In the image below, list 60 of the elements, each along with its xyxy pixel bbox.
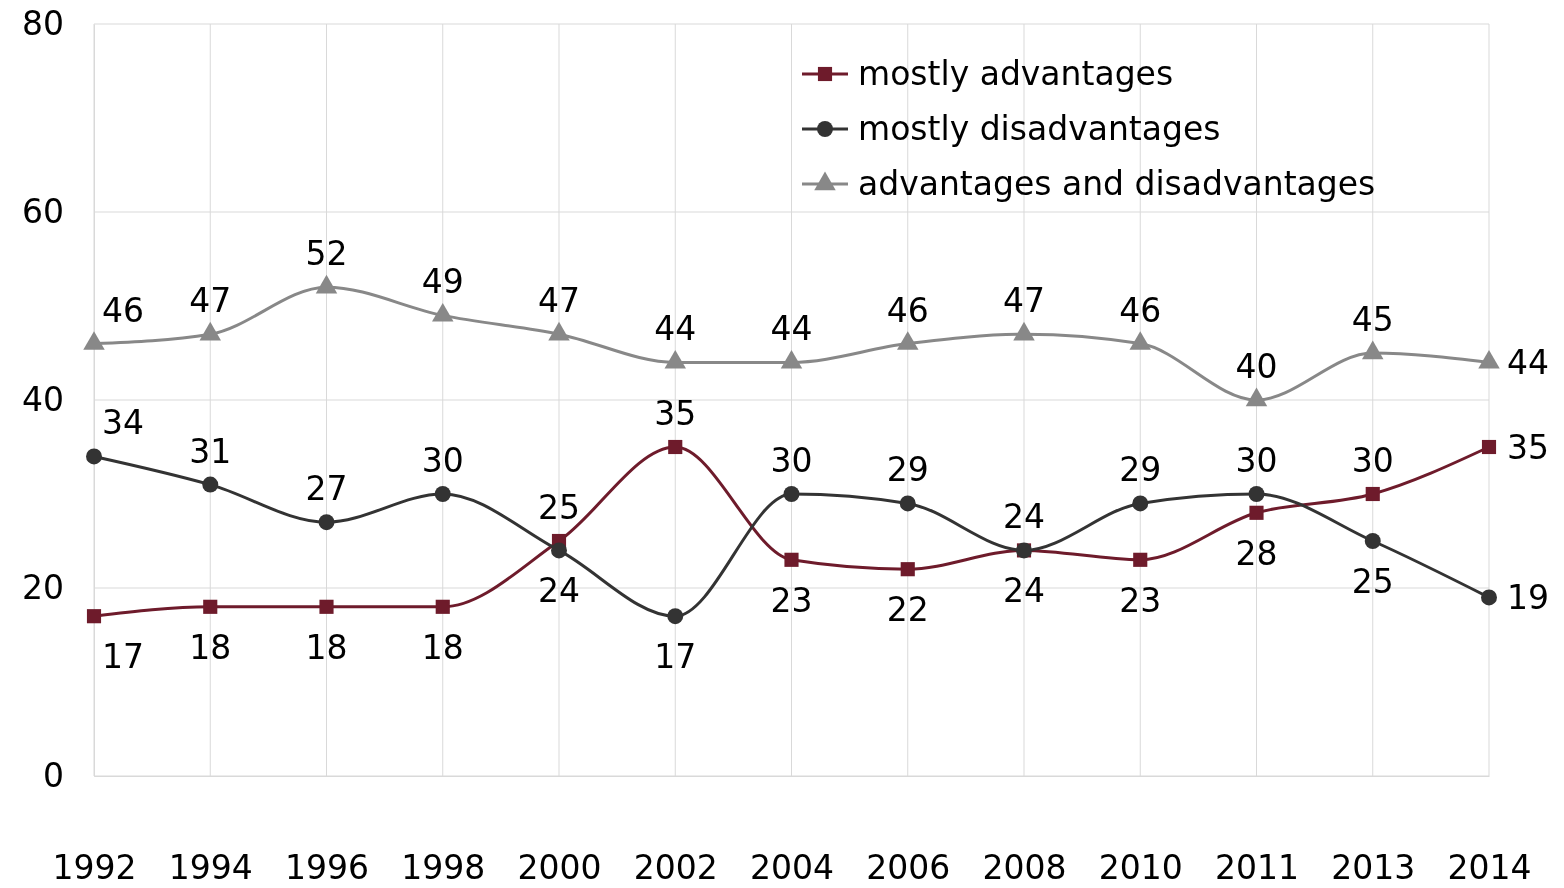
data-label: 27 bbox=[305, 469, 348, 509]
y-tick-label: 0 bbox=[43, 756, 64, 796]
x-tick-label: 2011 bbox=[1215, 848, 1299, 888]
x-tick-label: 2013 bbox=[1331, 848, 1416, 888]
data-label: 35 bbox=[1507, 428, 1549, 467]
x-tick-label: 1998 bbox=[401, 848, 486, 888]
data-label: 47 bbox=[189, 281, 232, 321]
data-label: 18 bbox=[421, 627, 464, 667]
x-tick-label: 2002 bbox=[633, 848, 718, 888]
x-tick-label: 1994 bbox=[168, 848, 253, 888]
x-tick-label: 1996 bbox=[285, 848, 369, 888]
data-label: 49 bbox=[421, 262, 464, 302]
x-tick-label: 2006 bbox=[866, 848, 951, 888]
data-label: 18 bbox=[305, 627, 348, 667]
data-label: 30 bbox=[1351, 441, 1394, 480]
data-label: 46 bbox=[1119, 290, 1162, 330]
data-label: 22 bbox=[886, 590, 929, 630]
data-label: 52 bbox=[305, 234, 348, 274]
data-label: 17 bbox=[654, 637, 697, 677]
data-label: 30 bbox=[770, 441, 813, 480]
data-label: 44 bbox=[1507, 343, 1549, 383]
legend-label: mostly advantages bbox=[858, 54, 1174, 93]
x-tick-label: 2000 bbox=[517, 848, 602, 888]
y-tick-label: 60 bbox=[22, 192, 64, 232]
legend-label: mostly disadvantages bbox=[858, 109, 1221, 148]
data-label: 46 bbox=[102, 290, 144, 330]
x-tick-label: 2010 bbox=[1098, 848, 1183, 888]
data-label: 44 bbox=[654, 309, 697, 349]
data-label: 18 bbox=[189, 627, 232, 667]
y-tick-label: 80 bbox=[22, 4, 64, 44]
x-tick-label: 2008 bbox=[982, 848, 1067, 888]
y-tick-label: 20 bbox=[22, 568, 64, 608]
data-label: 47 bbox=[1003, 281, 1045, 321]
data-label: 29 bbox=[886, 450, 929, 490]
data-label: 45 bbox=[1351, 300, 1394, 339]
data-label: 29 bbox=[1119, 450, 1162, 490]
data-label: 25 bbox=[538, 488, 580, 527]
data-label: 28 bbox=[1235, 533, 1278, 573]
data-label: 17 bbox=[102, 637, 144, 677]
data-label: 30 bbox=[421, 441, 464, 480]
data-label: 24 bbox=[1003, 497, 1045, 537]
data-label: 46 bbox=[886, 290, 929, 330]
x-tick-label: 2004 bbox=[750, 848, 834, 888]
data-label: 23 bbox=[770, 580, 813, 620]
data-label: 24 bbox=[1003, 571, 1045, 611]
data-label: 44 bbox=[770, 309, 813, 349]
y-tick-label: 40 bbox=[22, 380, 64, 420]
data-label: 19 bbox=[1507, 578, 1549, 618]
data-label: 30 bbox=[1235, 441, 1278, 480]
data-label: 35 bbox=[654, 394, 697, 433]
data-label: 40 bbox=[1235, 347, 1278, 386]
x-tick-label: 2014 bbox=[1447, 848, 1532, 888]
data-label: 24 bbox=[538, 571, 580, 611]
data-label: 25 bbox=[1351, 562, 1394, 601]
data-label: 31 bbox=[189, 431, 232, 471]
data-label: 34 bbox=[102, 403, 144, 443]
data-label: 47 bbox=[538, 281, 580, 321]
x-tick-label: 1992 bbox=[52, 848, 137, 888]
legend-label: advantages and disadvantages bbox=[858, 164, 1376, 203]
data-label: 23 bbox=[1119, 580, 1162, 620]
